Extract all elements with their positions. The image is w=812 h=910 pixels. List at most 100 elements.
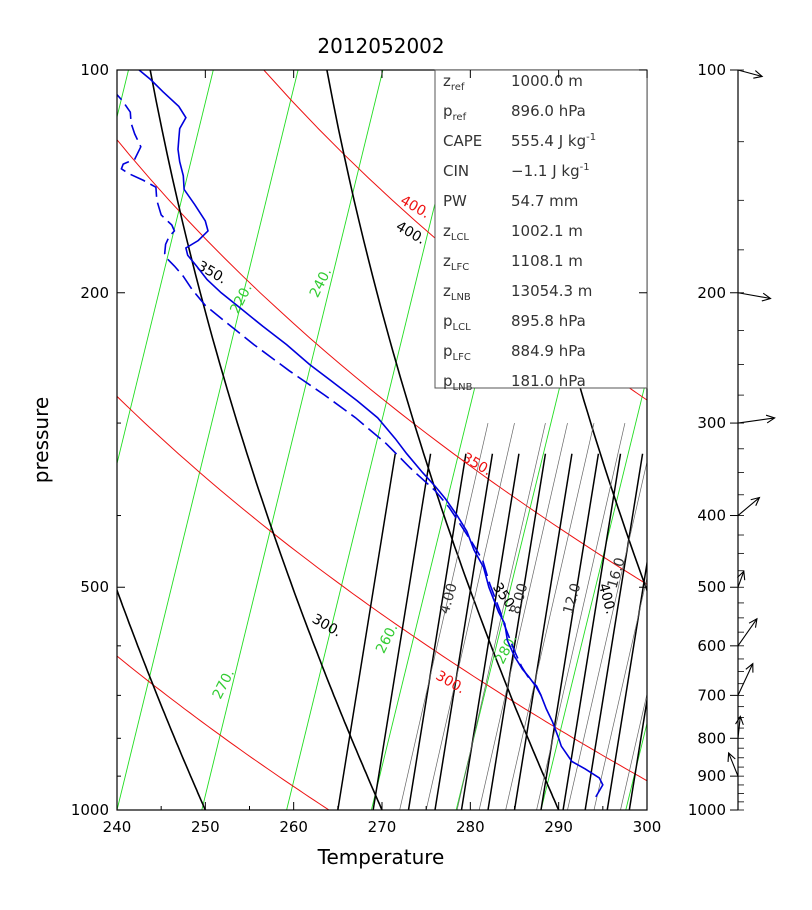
isotherm-line <box>117 70 214 466</box>
wind-axis-label: 900 <box>697 767 726 785</box>
y-tick-label: 1000 <box>71 801 109 819</box>
wind-vector <box>737 292 771 300</box>
moist-adiabat-line <box>326 70 560 810</box>
saturation-line <box>337 453 396 810</box>
moist-adiabat-line <box>149 70 383 810</box>
info-param-value: 54.7 mm <box>511 192 578 210</box>
wind-vector-head <box>765 414 776 424</box>
saturation-line <box>407 453 467 810</box>
saturation-line <box>606 558 647 810</box>
dewpoint-line <box>117 94 542 696</box>
dry-adiabat-label: 300. <box>433 668 468 697</box>
info-param-value: 895.8 hPa <box>511 312 586 330</box>
mixing-ratio-line <box>399 422 489 810</box>
x-tick-label: 300 <box>633 818 662 836</box>
saturation-line <box>372 453 432 810</box>
isotherm-label: 270. <box>210 667 238 702</box>
x-tick-label: 260 <box>279 818 308 836</box>
saturation-line <box>584 453 644 810</box>
info-param-value: −1.1 J kg-1 <box>511 162 590 180</box>
moist-adiabat-line <box>0 70 29 810</box>
wind-axis-label: 200 <box>697 284 726 302</box>
saturation-line <box>628 695 647 810</box>
info-param-label: PW <box>443 192 467 210</box>
mixing-ratio-line <box>478 422 568 810</box>
wind-vector-head <box>753 70 764 79</box>
info-param-label: CAPE <box>443 132 482 150</box>
wind-axis-label: 700 <box>697 686 726 704</box>
wind-vector <box>737 497 760 516</box>
mixing-ratio-line <box>536 422 626 810</box>
wind-vector <box>737 417 775 424</box>
mixing-ratio-line <box>593 576 647 810</box>
isotherm-line <box>117 70 129 119</box>
axes: 240 250 260 270 280 290 300 100 200 500 1000 <box>71 61 662 836</box>
info-param-value: 884.9 hPa <box>511 342 586 360</box>
mixing-ratio-line <box>425 422 515 810</box>
mixing-ratio-label: 16.0 <box>605 556 629 590</box>
saturation-line <box>487 453 547 810</box>
isotherm-line <box>117 70 299 810</box>
wind-axis-label: 800 <box>697 729 726 747</box>
info-param-value: 555.4 J kg-1 <box>511 132 596 150</box>
isotherm-line <box>795 70 812 810</box>
wind-vector <box>737 716 741 739</box>
x-tick-label: 270 <box>368 818 397 836</box>
wind-axis-label: 300 <box>697 414 726 432</box>
wind-vector-head <box>735 715 744 726</box>
info-param-value: 896.0 hPa <box>511 102 586 120</box>
saturation-line <box>434 453 494 810</box>
wind-vector <box>737 618 758 647</box>
mixing-ratio-line <box>567 460 647 810</box>
x-tick-label: 240 <box>103 818 132 836</box>
info-param-value: 13054.3 m <box>511 282 592 300</box>
wind-axis-label: 600 <box>697 637 726 655</box>
wind-vector <box>728 752 739 777</box>
isotherm-line <box>540 374 647 810</box>
isotherm-label: 220. <box>227 281 255 316</box>
wind-vector-head <box>727 751 736 762</box>
x-tick-label: 290 <box>544 818 573 836</box>
wind-axis-label: 1000 <box>688 801 726 819</box>
wind-vector-head <box>750 496 761 506</box>
info-param-value: 1002.1 m <box>511 222 583 240</box>
background-lines <box>0 70 812 810</box>
chart-title: 2012052002 <box>317 34 444 58</box>
wind-vector-head <box>736 570 746 581</box>
dry-adiabat-line <box>117 395 647 782</box>
saturation-line <box>540 453 600 810</box>
wind-vector-head <box>745 662 754 673</box>
moist-adiabat-label: 400. <box>393 219 428 248</box>
moist-adiabat-label: 400. <box>595 582 619 616</box>
saturation-line <box>513 453 573 810</box>
wind-vector <box>737 571 745 588</box>
dry-adiabat-line <box>117 138 647 585</box>
wind-axis-label: 400 <box>697 507 726 525</box>
mixing-ratio-line <box>505 422 595 810</box>
info-param-value: 181.0 hPa <box>511 372 586 390</box>
saturation-line <box>460 453 520 810</box>
moist-adiabat-label: 300. <box>309 611 344 640</box>
dry-adiabat-line <box>117 655 330 810</box>
wind-vector <box>737 69 763 78</box>
mixing-ratio-label: 4.00 <box>437 582 461 616</box>
x-tick-label: 250 <box>191 818 220 836</box>
wind-axis-label: 500 <box>697 578 726 596</box>
mixing-ratio-label: 12.0 <box>561 582 585 616</box>
wind-vector-head <box>761 292 772 302</box>
wind-profile-panel: 100 200 300 400 500 600 700 800 900 1000 <box>688 61 776 819</box>
info-param-value: 1000.0 m <box>511 72 583 90</box>
saturation-line <box>562 453 622 810</box>
wind-vector-head <box>748 617 758 628</box>
info-param-label: CIN <box>443 162 469 180</box>
temperature-line <box>138 70 604 798</box>
isotherm-label: 260. <box>373 621 401 656</box>
y-tick-label: 100 <box>80 61 109 79</box>
moist-adiabat-line <box>117 587 207 810</box>
wind-vector <box>737 663 754 696</box>
dry-adiabat-label: 400. <box>397 193 432 222</box>
y-tick-label: 200 <box>80 284 109 302</box>
sounding-series <box>117 70 604 798</box>
